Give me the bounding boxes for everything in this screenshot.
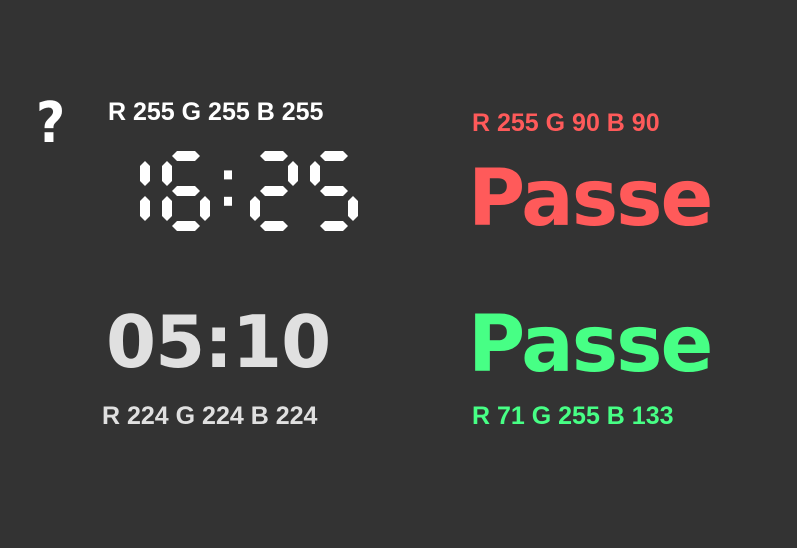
plain-clock: 05:10 [106, 300, 331, 384]
segment-2-a [260, 151, 288, 161]
gray-rgb-label: R 224 G 224 B 224 [102, 402, 318, 430]
question-mark-icon: ? [36, 91, 66, 156]
segment-2-d [260, 221, 288, 231]
segment-2-b [288, 161, 298, 186]
red-rgb-label: R 255 G 90 B 90 [472, 109, 660, 137]
segment-1-b [140, 161, 150, 186]
seven-segment-clock [100, 148, 370, 234]
segment-6-c [200, 196, 210, 221]
segment-6-e [162, 196, 172, 221]
segment-6-d [172, 221, 200, 231]
segment-5-d [320, 221, 348, 231]
segment-2-g [260, 186, 288, 196]
white-rgb-label: R 255 G 255 B 255 [108, 98, 324, 126]
segment-6-g [172, 186, 200, 196]
green-rgb-label: R 71 G 255 B 133 [472, 402, 674, 430]
red-passe-text: Passe [468, 154, 713, 244]
segment-5-g [320, 186, 348, 196]
colon-dot-0 [224, 170, 232, 180]
segment-5-f [310, 161, 320, 186]
segment-1-c [140, 196, 150, 221]
seven-segment-digits [140, 151, 358, 231]
segment-6-a [172, 151, 200, 161]
segment-5-c [348, 196, 358, 221]
segment-6-f [162, 161, 172, 186]
colon-dot-1 [224, 196, 232, 206]
segment-5-a [320, 151, 348, 161]
segment-2-e [250, 196, 260, 221]
green-passe-text: Passe [468, 300, 713, 390]
